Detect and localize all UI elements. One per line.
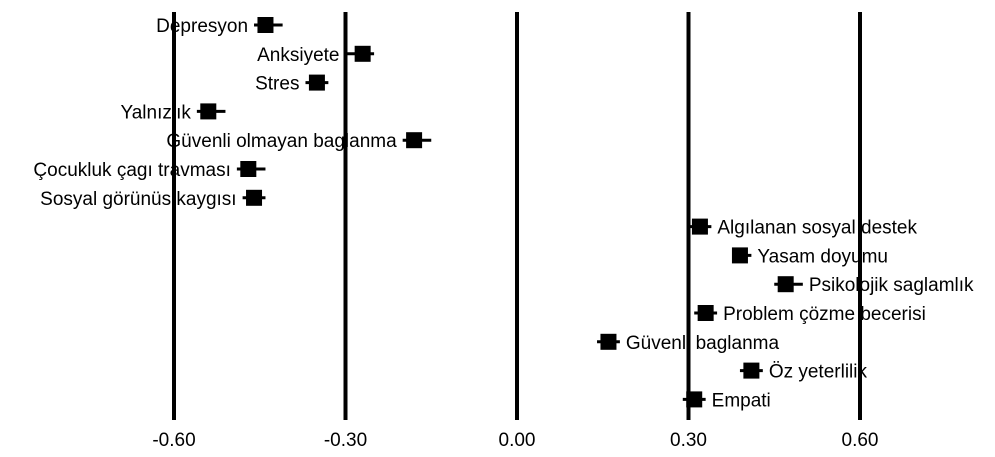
- point-label: Yalnızlık: [120, 102, 191, 123]
- point-marker: [600, 333, 617, 350]
- point-marker: [777, 276, 794, 293]
- point-label: Problem çözme becerisi: [723, 304, 926, 325]
- point-marker: [686, 391, 703, 408]
- point-label: Çocukluk çagı travması: [33, 160, 230, 181]
- point-marker: [697, 305, 714, 321]
- point-label: Yasam doyumu: [757, 246, 888, 267]
- point-label: Güvenli baglanma: [626, 333, 780, 354]
- point-marker: [731, 247, 748, 264]
- point-marker: [743, 362, 760, 379]
- x-tick-label: -0.30: [324, 430, 367, 451]
- point-label: Psikolojik saglamlık: [809, 275, 974, 296]
- point-marker: [354, 45, 371, 62]
- x-tick-label: -0.60: [152, 430, 195, 451]
- point-label: Güvenli olmayan baglanma: [166, 131, 397, 152]
- point-marker: [246, 189, 263, 206]
- point-label: Sosyal görünüs kaygısı: [40, 189, 236, 210]
- point-marker: [406, 132, 423, 149]
- point-marker: [257, 17, 274, 33]
- point-label: Stres: [255, 74, 299, 95]
- point-label: Öz yeterlilik: [769, 362, 868, 383]
- point-marker: [200, 103, 217, 120]
- x-tick-label: 0.30: [670, 430, 707, 451]
- point-marker: [691, 218, 708, 235]
- point-label: Depresyon: [156, 16, 248, 37]
- point-marker: [308, 74, 325, 91]
- point-label: Empati: [712, 390, 771, 411]
- point-label: Anksiyete: [257, 45, 339, 66]
- x-tick-label: 0.00: [499, 430, 536, 451]
- point-label: Algılanan sosyal destek: [717, 218, 917, 239]
- x-tick-label: 0.60: [842, 430, 879, 451]
- point-marker: [240, 161, 257, 177]
